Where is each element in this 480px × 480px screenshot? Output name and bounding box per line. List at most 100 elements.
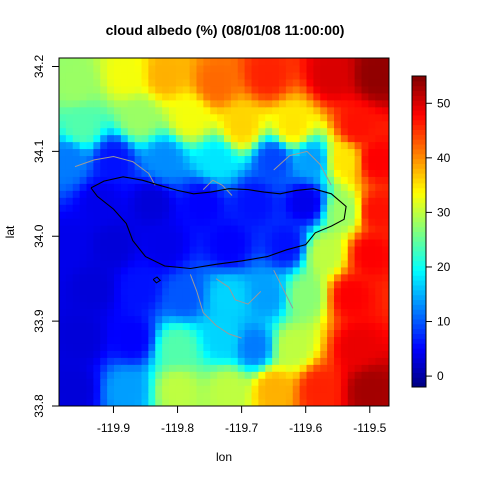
colorbar-swatch [412, 314, 426, 320]
heatmap-cell [375, 357, 383, 365]
heatmap-cell [354, 120, 363, 129]
heatmap-cell [230, 308, 239, 317]
heatmap-cell [347, 113, 356, 122]
heatmap-cell [155, 197, 163, 205]
heatmap-cell [292, 99, 301, 108]
heatmap-cell [313, 197, 321, 205]
heatmap-cell [368, 245, 376, 254]
heatmap-cell [272, 336, 280, 344]
heatmap-cell [361, 99, 369, 108]
heatmap-cell [368, 343, 376, 351]
heatmap-cell [210, 399, 218, 406]
heatmap-cell [134, 294, 143, 303]
heatmap-cell [100, 399, 108, 406]
heatmap-cell [368, 127, 376, 136]
heatmap-cell [244, 197, 253, 205]
heatmap-cell [230, 238, 239, 247]
heatmap-cell [251, 211, 259, 219]
heatmap-cell [292, 183, 301, 191]
heatmap-cell [354, 364, 363, 372]
heatmap-cell [65, 92, 74, 101]
heatmap-cell [361, 85, 369, 94]
heatmap-cell [313, 350, 321, 358]
heatmap-cell [79, 273, 88, 282]
heatmap-cell [224, 225, 232, 233]
heatmap-cell [272, 371, 280, 379]
heatmap-cell [224, 211, 232, 219]
heatmap-cell [272, 252, 280, 261]
heatmap-cell [72, 190, 81, 198]
heatmap-cell [230, 364, 239, 372]
heatmap-cell [313, 259, 321, 268]
heatmap-cell [313, 238, 321, 247]
heatmap-cell [285, 99, 294, 108]
heatmap-cell [196, 64, 204, 73]
heatmap-cell [285, 301, 294, 310]
heatmap-cell [127, 85, 136, 94]
heatmap-cell [258, 301, 266, 310]
heatmap-cell [361, 273, 369, 282]
heatmap-cell [189, 127, 198, 136]
heatmap-cell [347, 322, 356, 331]
heatmap-cell [107, 378, 115, 386]
heatmap-cell [169, 85, 177, 94]
colorbar-swatch [412, 275, 426, 281]
heatmap-cell [100, 92, 108, 101]
heatmap-cell [327, 106, 335, 115]
heatmap-cell [217, 364, 225, 372]
heatmap-cell [196, 252, 204, 261]
heatmap-cell [354, 169, 363, 177]
heatmap-cell [189, 204, 198, 212]
heatmap-cell [382, 371, 389, 379]
heatmap-cell [285, 71, 294, 80]
heatmap-cell [265, 78, 273, 87]
colorbar-swatch [412, 367, 426, 373]
heatmap-cell [306, 315, 314, 324]
colorbar-swatch [412, 202, 426, 208]
heatmap-cell [224, 155, 232, 163]
heatmap-cell [127, 308, 136, 317]
heatmap-cell [217, 329, 225, 337]
heatmap-cell [72, 106, 81, 115]
heatmap-cell [340, 64, 349, 73]
heatmap-cell [107, 238, 115, 247]
heatmap-cell [134, 190, 143, 198]
heatmap-cell [334, 148, 342, 157]
heatmap-cell [107, 322, 115, 331]
heatmap-cell [148, 183, 156, 191]
heatmap-cell [210, 232, 218, 240]
heatmap-cell [320, 120, 328, 129]
heatmap-cell [230, 106, 239, 115]
heatmap-cell [313, 329, 321, 337]
heatmap-cell [120, 176, 129, 184]
heatmap-cell [141, 169, 149, 177]
heatmap-cell [361, 392, 369, 400]
heatmap-cell [141, 197, 149, 205]
heatmap-cell [120, 378, 129, 386]
heatmap-cell [285, 197, 294, 205]
heatmap-cell [162, 322, 170, 331]
heatmap-cell [65, 378, 74, 386]
heatmap-cell [148, 322, 156, 331]
heatmap-cell [162, 308, 170, 317]
heatmap-cell [244, 211, 253, 219]
heatmap-cell [189, 148, 198, 157]
heatmap-cell [86, 259, 94, 268]
heatmap-cell [162, 155, 170, 163]
heatmap-cell [148, 127, 156, 136]
heatmap-cell [347, 287, 356, 296]
heatmap-cell [382, 238, 389, 247]
heatmap-cell [292, 162, 301, 170]
heatmap-cell [306, 190, 314, 198]
heatmap-cell [279, 176, 287, 184]
heatmap-cell [65, 99, 74, 108]
heatmap-cell [354, 64, 363, 73]
heatmap-cell [224, 287, 232, 296]
heatmap-cell [279, 71, 287, 80]
heatmap-cell [127, 259, 136, 268]
heatmap-cell [354, 343, 363, 351]
heatmap-cell [114, 204, 122, 212]
heatmap-cell [182, 204, 191, 212]
heatmap-cell [169, 350, 177, 358]
heatmap-cell [244, 378, 253, 386]
